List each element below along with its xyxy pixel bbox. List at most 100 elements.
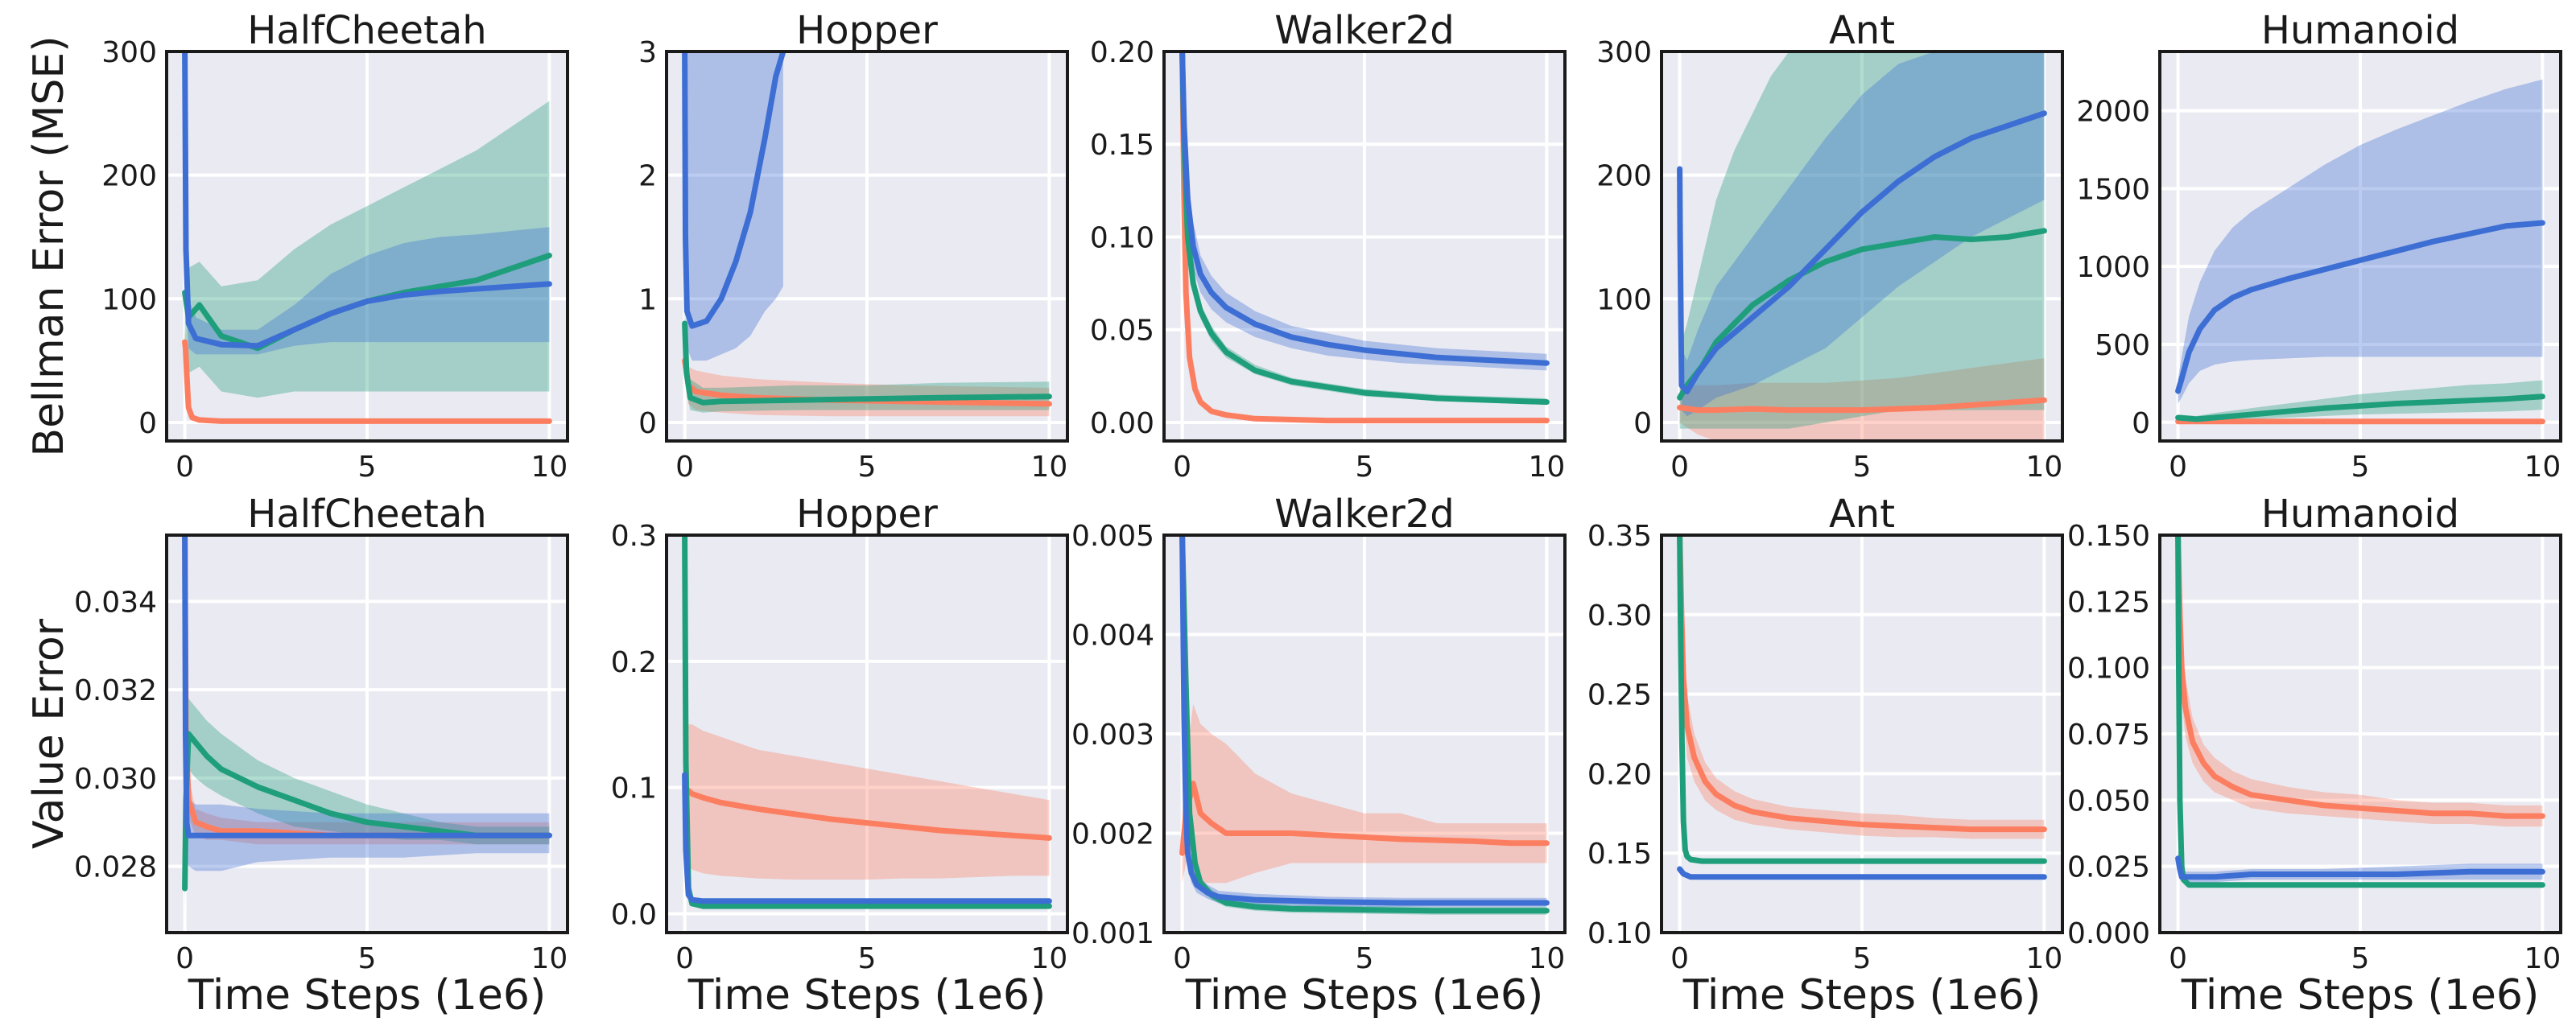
band-blue: [1679, 52, 2045, 417]
x-tick-label: 0: [1173, 451, 1191, 484]
x-tick-label: 5: [2351, 451, 2370, 484]
subplot-title: Humanoid: [2261, 492, 2459, 537]
y-tick-label: 0.20: [1587, 758, 1652, 791]
y-tick-label: 0.25: [1587, 679, 1652, 712]
x-tick-label: 0: [1670, 942, 1689, 975]
series-group: [1677, 535, 2047, 880]
y-tick-label: 0.10: [1587, 917, 1652, 950]
x-axis-label: Time Steps (1e6): [1185, 971, 1544, 1020]
band-blue: [684, 52, 783, 361]
series-group: [182, 52, 552, 424]
x-tick-label: 0: [175, 942, 194, 975]
y-tick-label: 0: [2132, 407, 2150, 440]
x-tick-label: 5: [1853, 451, 1872, 484]
y-tick-label: 0.15: [1587, 838, 1652, 871]
line-green: [1179, 52, 1550, 406]
subplot-walker2d-value-error: 0 5 10 0.001 0.002 0.003 0.004 0.005 Walker2d Tim…: [1071, 492, 1567, 1020]
x-axis-label: Time Steps (1e6): [1682, 971, 2041, 1020]
line-orange: [1179, 52, 1550, 424]
x-tick-label: 10: [1528, 942, 1565, 975]
x-tick-label: 5: [358, 451, 377, 484]
subplot-hopper-bellman-error: 0 5 10 0 1 2 3 Hopper: [638, 8, 1069, 484]
subplot-title: HalfCheetah: [247, 8, 486, 53]
subplot-hopper-value-error: 0 5 10 0.0 0.1 0.2 0.3 Hopper Time Steps (1e6): [611, 492, 1069, 1020]
axes-frame: [2158, 50, 2562, 443]
line-blue: [1179, 52, 1550, 366]
y-tick-label: 0.004: [1071, 620, 1154, 653]
y-tick-label: 100: [101, 283, 157, 316]
line-orange: [1677, 535, 2047, 833]
axes-frame: [1660, 534, 2064, 934]
x-tick-label: 0: [1670, 451, 1689, 484]
y-tick-label: 0.000: [2067, 917, 2150, 950]
line-blue: [682, 772, 1052, 904]
subplot-title: HalfCheetah: [247, 492, 486, 537]
axes-frame: [2158, 534, 2562, 934]
y-axis-label: Bellman Error (MSE): [25, 35, 73, 456]
y-tick-label: 0.30: [1587, 599, 1652, 632]
x-tick-label: 0: [675, 942, 694, 975]
x-tick-label: 10: [2524, 451, 2561, 484]
y-tick-label: 0.20: [1090, 36, 1154, 69]
x-tick-label: 10: [2524, 942, 2561, 975]
band-blue: [2178, 79, 2543, 404]
x-tick-label: 10: [2025, 451, 2062, 484]
y-tick-label: 300: [101, 36, 157, 69]
band-green: [184, 698, 550, 911]
line-green: [2175, 535, 2545, 888]
subplot-title: Walker2d: [1274, 492, 1455, 537]
x-axis-label: Time Steps (1e6): [687, 971, 1046, 1020]
subplot-halfcheetah-value-error: 0 5 10 0.028 0.030 0.032 0.034 HalfCheetah Value…: [25, 492, 569, 1020]
y-tick-label: 0.05: [1090, 315, 1154, 348]
y-tick-label: 0.35: [1587, 520, 1652, 553]
y-tick-label: 500: [2095, 329, 2150, 362]
y-tick-label: 0.050: [2067, 785, 2150, 818]
line-blue: [182, 52, 552, 349]
y-tick-label: 1000: [2076, 251, 2150, 284]
series-group: [1179, 52, 1550, 424]
line-orange: [682, 785, 1052, 841]
y-tick-label: 0.0: [611, 898, 657, 931]
subplot-humanoid-bellman-error: 0 5 10 0 500 1000 1500 2000 Humanoid: [2076, 8, 2562, 484]
y-tick-label: 0: [138, 407, 157, 440]
y-tick-label: 0.003: [1071, 719, 1154, 752]
x-tick-label: 10: [2025, 942, 2062, 975]
y-tick-label: 2000: [2076, 96, 2150, 129]
y-tick-label: 2: [638, 160, 657, 193]
line-green: [1677, 535, 2047, 864]
series-group: [2175, 79, 2545, 425]
y-tick-label: 0.3: [611, 520, 657, 553]
y-tick-label: 0.002: [1071, 818, 1154, 851]
series-group: [682, 535, 1052, 909]
y-tick-label: 0.001: [1071, 917, 1154, 950]
line-blue: [2175, 220, 2545, 394]
y-tick-label: 0.005: [1071, 520, 1154, 553]
x-tick-label: 5: [1853, 942, 1872, 975]
y-tick-label: 0.150: [2067, 520, 2150, 553]
y-tick-label: 0.028: [74, 851, 157, 884]
axes-frame: [1660, 50, 2064, 443]
y-axis-label: Value Error: [25, 618, 73, 849]
x-axis-label: Time Steps (1e6): [2181, 971, 2540, 1020]
y-tick-label: 1500: [2076, 173, 2150, 206]
band-green: [184, 101, 550, 398]
x-tick-label: 5: [1356, 942, 1374, 975]
x-tick-label: 10: [1030, 451, 1067, 484]
x-tick-label: 5: [858, 942, 877, 975]
x-tick-label: 10: [530, 942, 568, 975]
x-tick-label: 5: [1356, 451, 1374, 484]
line-blue: [682, 52, 786, 329]
y-tick-label: 0: [1633, 407, 1652, 440]
x-tick-label: 0: [2169, 942, 2187, 975]
subplot-title: Walker2d: [1274, 8, 1455, 53]
y-tick-label: 0.15: [1090, 129, 1154, 162]
y-tick-label: 0.00: [1090, 407, 1154, 440]
subplot-title: Hopper: [796, 492, 938, 537]
band-green: [684, 299, 1050, 413]
y-tick-label: 0.034: [74, 586, 157, 619]
x-tick-label: 0: [1173, 942, 1191, 975]
subplot-walker2d-bellman-error: 0 5 10 0.00 0.05 0.10 0.15 0.20 Walker2d: [1090, 8, 1567, 484]
subplot-title: Hopper: [796, 8, 938, 53]
